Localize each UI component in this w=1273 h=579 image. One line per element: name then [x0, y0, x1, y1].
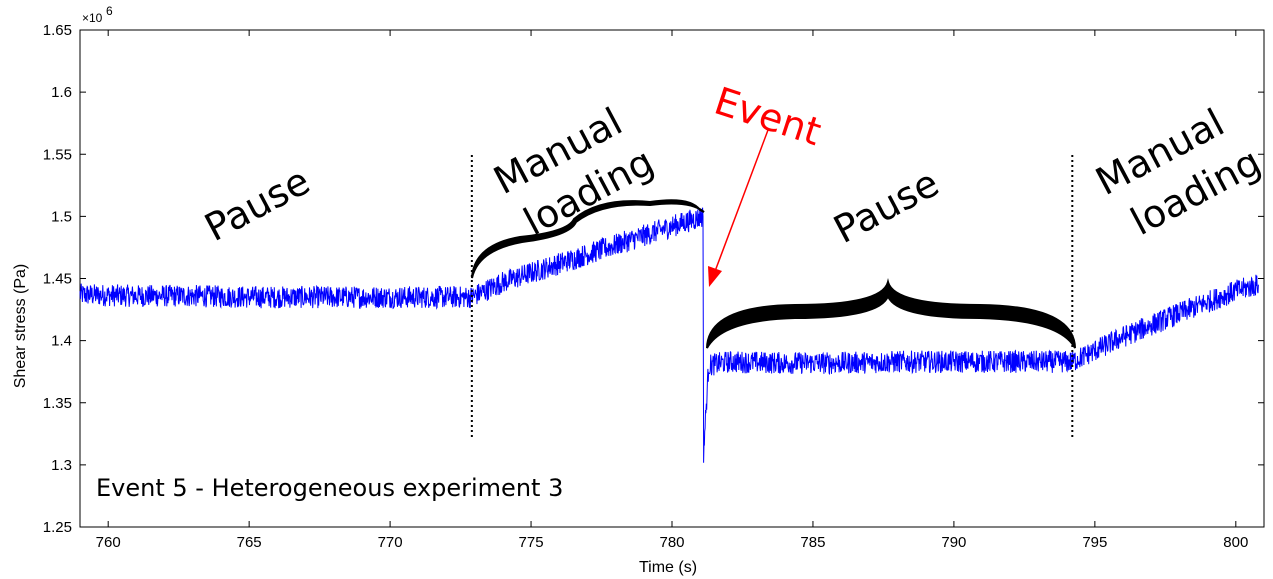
y-tick-label: 1.3 — [51, 457, 72, 474]
y-tick-label: 1.4 — [51, 333, 72, 350]
y-axis: 1.25 1.3 1.35 1.4 1.45 1.5 1.55 1.6 1.65 — [43, 22, 1264, 536]
event-arrow-shaft — [713, 129, 769, 275]
y-tick-label: 1.25 — [43, 519, 72, 536]
series-group — [79, 207, 1259, 463]
y-exponent-label: ×10 — [82, 11, 103, 25]
x-tick-label: 765 — [237, 534, 262, 551]
y-exponent-power: 6 — [106, 4, 113, 18]
y-axis-label: Shear stress (Pa) — [12, 264, 29, 388]
x-tick-label: 780 — [659, 534, 684, 551]
x-axis: 760 765 770 775 780 785 790 795 800 — [96, 30, 1248, 551]
x-tick-label: 790 — [941, 534, 966, 551]
y-tick-label: 1.55 — [43, 146, 72, 163]
y-tick-label: 1.6 — [51, 84, 72, 101]
x-axis-label: Time (s) — [639, 559, 697, 576]
series-line — [79, 207, 1259, 463]
y-tick-label: 1.45 — [43, 271, 72, 288]
chart-caption: Event 5 - Heterogeneous experiment 3 — [96, 474, 563, 502]
x-tick-label: 785 — [800, 534, 825, 551]
vlines-group — [470, 155, 1074, 438]
x-tick-label: 770 — [378, 534, 403, 551]
x-tick-label: 775 — [519, 534, 544, 551]
x-tick-label: 760 — [96, 534, 121, 551]
y-tick-label: 1.35 — [43, 395, 72, 412]
brace-pause-2 — [706, 278, 1076, 349]
x-tick-label: 800 — [1223, 534, 1248, 551]
event-arrow-head — [708, 266, 722, 287]
plot-area — [79, 29, 1265, 528]
x-tick-label: 795 — [1082, 534, 1107, 551]
y-tick-label: 1.65 — [43, 22, 72, 39]
brace-manual-loading-1 — [471, 199, 705, 279]
y-tick-label: 1.5 — [51, 208, 72, 225]
